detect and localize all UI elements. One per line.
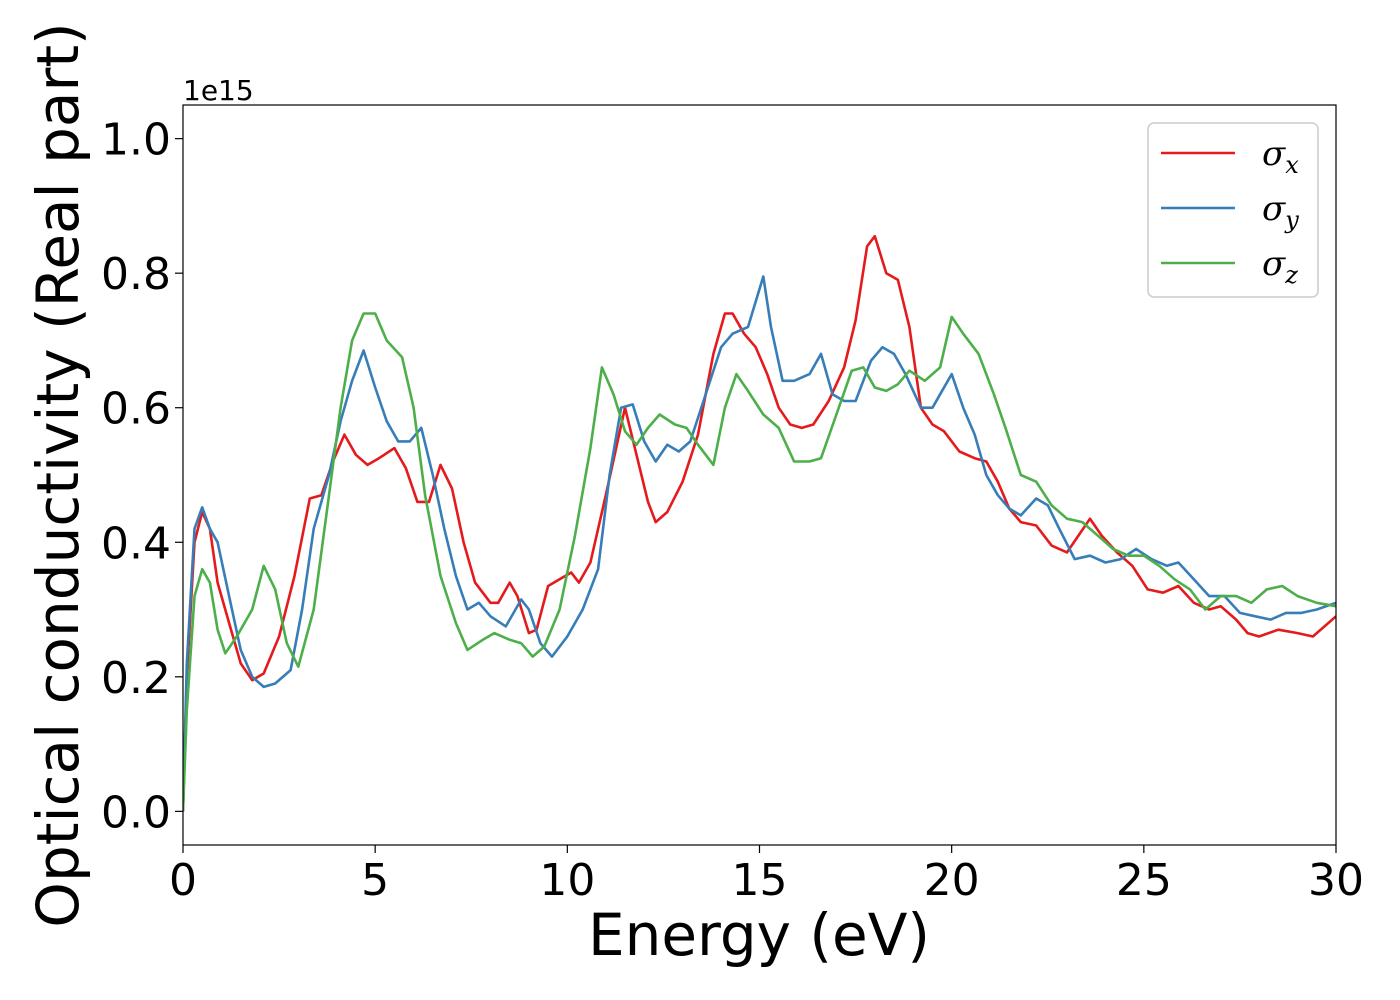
legend-label-z: σz [1262, 244, 1298, 289]
legend: σx σy σz [1147, 122, 1319, 298]
x-tick-label: 25 [1116, 855, 1172, 906]
series-line-y [183, 275, 1336, 812]
y-axis-ticks: 0.0 0.2 0.4 0.6 0.8 1.0 [101, 115, 183, 838]
y-tick-label: 1.0 [101, 115, 171, 166]
y-tick-label: 0.0 [101, 787, 171, 838]
legend-label-y: σy [1262, 189, 1299, 234]
series-layer [183, 234, 1336, 812]
x-tick-label: 15 [732, 855, 788, 906]
x-tick-label: 0 [169, 855, 197, 906]
y-tick-label: 0.8 [101, 249, 171, 300]
legend-box [1147, 122, 1319, 298]
y-tick-label: 0.6 [101, 384, 171, 435]
x-axis-ticks: 0 5 10 15 20 25 30 [169, 845, 1364, 906]
x-tick-label: 30 [1308, 855, 1364, 906]
x-tick-label: 20 [924, 855, 980, 906]
legend-label-x: σx [1262, 134, 1299, 179]
x-tick-label: 5 [361, 855, 389, 906]
series-line-x [183, 234, 1336, 812]
y-tick-label: 0.4 [101, 518, 171, 569]
y-axis-label: Optical conductivity (Real part) [24, 22, 92, 927]
y-tick-label: 0.2 [101, 653, 171, 704]
x-tick-label: 10 [539, 855, 595, 906]
series-line-z [183, 312, 1336, 812]
x-axis-label: Energy (eV) [588, 901, 930, 969]
y-offset-text: 1e15 [183, 74, 254, 107]
